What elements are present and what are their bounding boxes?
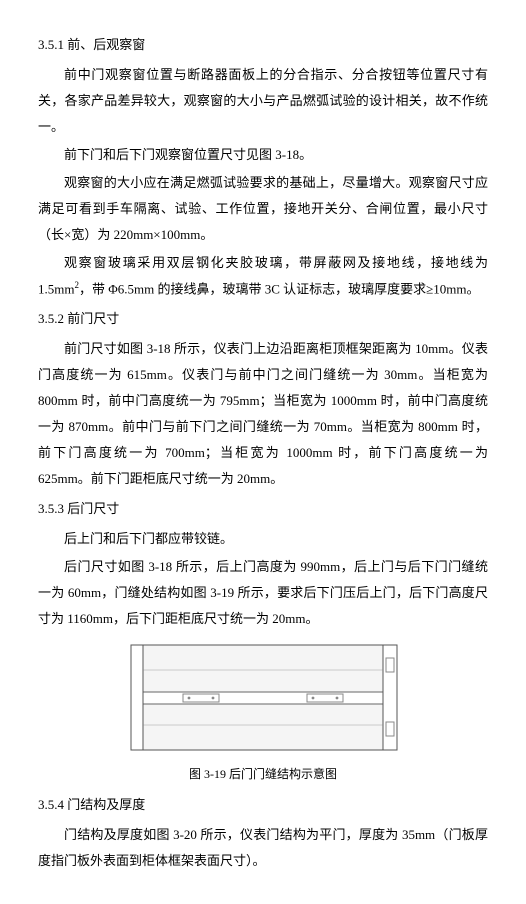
figure-3-19-caption: 图 3-19 后门门缝结构示意图 xyxy=(38,762,488,786)
figure-3-19 xyxy=(38,640,488,760)
para-3-5-3-b: 后门尺寸如图 3-18 所示，后上门高度为 990mm，后上门与后下门门缝统一为… xyxy=(38,554,488,632)
para-3-5-3-a: 后上门和后下门都应带铰链。 xyxy=(38,526,488,552)
para-3-5-1-b: 前下门和后下门观察窗位置尺寸见图 3-18。 xyxy=(38,142,488,168)
section-3-5-2-heading: 3.5.2 前门尺寸 xyxy=(38,306,488,332)
para-3-5-4-a: 门结构及厚度如图 3-20 所示，仪表门结构为平门，厚度为 35mm（门板厚度指… xyxy=(38,822,488,874)
para-3-5-1-d: 观察窗玻璃采用双层钢化夹胶玻璃，带屏蔽网及接地线，接地线为 1.5mm2，带 Φ… xyxy=(38,250,488,302)
section-3-5-3-heading: 3.5.3 后门尺寸 xyxy=(38,496,488,522)
section-3-5-1-heading: 3.5.1 前、后观察窗 xyxy=(38,32,488,58)
para-3-5-1-a: 前中门观察窗位置与断路器面板上的分合指示、分合按钮等位置尺寸有关，各家产品差异较… xyxy=(38,62,488,140)
para-3-5-2-a: 前门尺寸如图 3-18 所示，仪表门上边沿距离柜顶框架距离为 10mm。仪表门高… xyxy=(38,336,488,492)
para-3-5-1-c: 观察窗的大小应在满足燃弧试验要求的基础上，尽量增大。观察窗尺寸应满足可看到手车隔… xyxy=(38,170,488,248)
section-3-5-4-heading: 3.5.4 门结构及厚度 xyxy=(38,792,488,818)
